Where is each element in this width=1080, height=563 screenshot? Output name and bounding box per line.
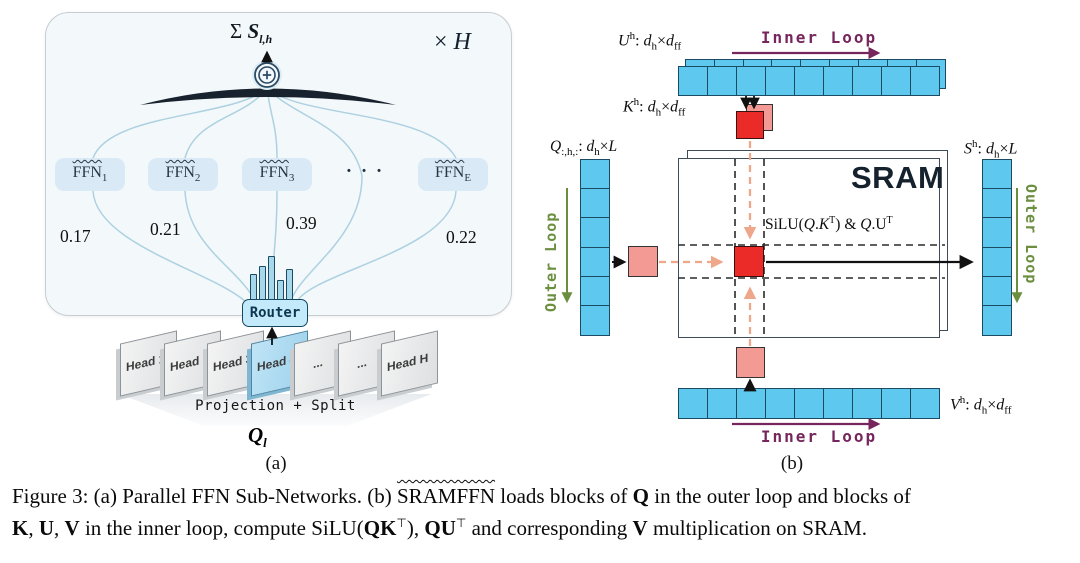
sram-title: SRAM — [851, 160, 945, 195]
gate-value: 0.17 — [60, 226, 91, 246]
v-row-blocks — [678, 388, 941, 419]
figure-caption-line-1: Figure 3: (a) Parallel FFN Sub-Networks.… — [12, 484, 911, 508]
q-column-blocks — [580, 159, 610, 336]
ffn-expert-label: FFN1 — [72, 164, 108, 185]
memory-cell — [793, 388, 825, 419]
k-block — [736, 111, 764, 139]
router-weight-bar — [268, 256, 275, 300]
s-column-blocks — [982, 159, 1012, 336]
s-matrix-label: Sh: dh×L — [964, 138, 1018, 161]
memory-cell — [735, 66, 767, 96]
router-weight-bar — [259, 266, 266, 300]
memory-cell — [982, 188, 1012, 220]
q-tile-block — [628, 246, 658, 277]
memory-cell — [982, 217, 1012, 249]
memory-cell — [909, 66, 941, 96]
sram-box — [678, 158, 940, 338]
memory-cell — [580, 246, 610, 278]
compute-formula-label: SiLU(Q.KT) & Q.UT — [765, 215, 893, 234]
memory-cell — [880, 66, 912, 96]
memory-cell — [678, 66, 709, 96]
ffn-experts-ellipsis: · · · — [345, 161, 385, 182]
figure-caption-line-2: K, U, V in the inner loop, compute SiLU(… — [12, 516, 868, 540]
u-matrix-label: Uh: dh×dff — [618, 30, 682, 53]
router-weight-bar — [277, 280, 284, 300]
memory-cell — [982, 305, 1012, 336]
ffn-expert-e: FFNE — [418, 158, 488, 191]
memory-cell — [735, 388, 767, 419]
ffn-expert-2: FFN2 — [148, 158, 218, 191]
memory-cell — [580, 159, 610, 190]
memory-cell — [580, 275, 610, 307]
router-weight-bar — [286, 269, 293, 300]
u-row-blocks — [678, 66, 941, 96]
current-compute-tile — [734, 246, 764, 277]
inner-loop-label-top: Inner Loop — [760, 28, 878, 47]
memory-cell — [909, 388, 941, 419]
memory-cell — [982, 246, 1012, 278]
memory-cell — [822, 66, 854, 96]
memory-cell — [764, 66, 796, 96]
ffn-expert-label: FFN2 — [165, 164, 201, 185]
memory-cell — [764, 388, 796, 419]
memory-cell — [580, 188, 610, 220]
memory-cell — [982, 275, 1012, 307]
sum-output-label: Σ Sl,h — [230, 19, 273, 47]
gate-value: 0.22 — [446, 227, 477, 247]
memory-cell — [706, 66, 738, 96]
ffn-expert-3: FFN3 — [242, 158, 312, 191]
outer-loop-label-left: Outer Loop — [542, 211, 560, 312]
gate-value: 0.21 — [150, 219, 181, 239]
memory-cell — [822, 388, 854, 419]
outer-loop-label-right: Outer Loop — [1022, 184, 1040, 285]
router-box: Router — [242, 299, 308, 327]
memory-cell — [678, 388, 709, 419]
memory-cell — [880, 388, 912, 419]
v-matrix-label: Vh: dh×dff — [950, 394, 1012, 417]
router-weight-bar — [250, 274, 257, 300]
memory-cell — [580, 305, 610, 336]
v-tile-block — [736, 347, 765, 378]
ffn-expert-label: FFNE — [434, 164, 472, 185]
query-input-label: Ql — [248, 423, 267, 451]
memory-cell — [706, 388, 738, 419]
gate-value: 0.39 — [286, 213, 317, 233]
panel-a-tag: (a) — [265, 453, 287, 474]
ffn-expert-label: FFN3 — [259, 164, 295, 185]
projection-split-label: Projection + Split — [195, 398, 356, 414]
router-weights-chart — [250, 254, 300, 300]
memory-cell — [851, 388, 883, 419]
memory-cell — [851, 66, 883, 96]
k-matrix-label: Kh: dh×dff — [623, 96, 686, 119]
inner-loop-label-bottom: Inner Loop — [760, 427, 878, 446]
memory-cell — [982, 159, 1012, 190]
memory-cell — [580, 217, 610, 249]
q-matrix-label: Q:,h,:: dh×L — [550, 138, 618, 159]
panel-b-tag: (b) — [780, 453, 804, 474]
repeat-h-label: × H — [434, 29, 471, 55]
memory-cell — [793, 66, 825, 96]
ffn-expert-1: FFN1 — [55, 158, 125, 191]
